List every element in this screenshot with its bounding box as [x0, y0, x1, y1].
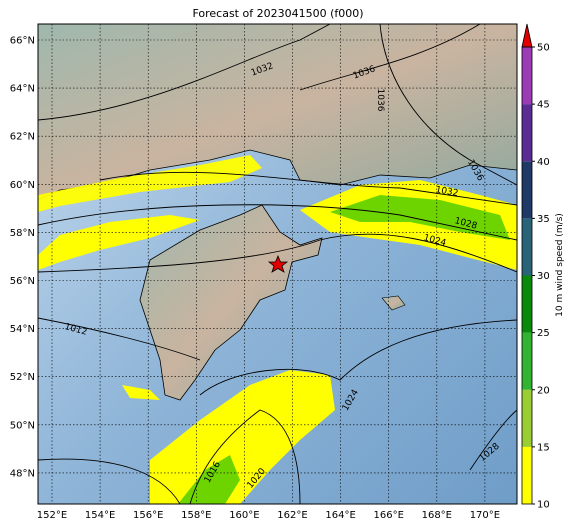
lon-label: 160°E: [229, 510, 259, 521]
graticule: [38, 24, 517, 504]
colorbar-segment: [522, 389, 532, 447]
lat-label: 54°N: [10, 324, 35, 335]
colorbar-tick-label: 45: [537, 100, 550, 111]
lat-label: 50°N: [10, 420, 35, 431]
isobar-label: 1036: [375, 89, 385, 112]
wind-zone: [38, 155, 262, 212]
colorbar-segment: [522, 218, 532, 276]
lon-label: 164°E: [325, 510, 355, 521]
colorbar-segment: [522, 275, 532, 333]
colorbar-label: 10 m wind speed (m/s): [555, 213, 565, 317]
lat-label: 60°N: [10, 180, 35, 191]
lon-label: 152°E: [37, 510, 67, 521]
colorbar-tick-label: 20: [537, 385, 550, 396]
lat-label: 58°N: [10, 228, 35, 239]
lat-label: 66°N: [10, 36, 35, 47]
colorbar-tick-label: 25: [537, 328, 550, 339]
colorbar-tick-label: 10: [537, 500, 550, 511]
location-star: [267, 254, 289, 273]
lat-label: 62°N: [10, 132, 35, 143]
wind-zone: [122, 385, 160, 400]
lon-label: 154°E: [85, 510, 115, 521]
labels: 66°N 64°N 62°N 60°N 58°N 56°N 54°N 52°N 50°N 48°N…: [10, 23, 565, 521]
colorbar-tick-label: 35: [537, 214, 550, 225]
colorbar-segment: [522, 332, 532, 390]
lon-label: 162°E: [277, 510, 307, 521]
kamchatka: [139, 204, 323, 401]
lon-label: 168°E: [422, 510, 452, 521]
wind-zone: [38, 215, 200, 270]
colorbar-tick-label: 30: [537, 271, 550, 282]
isobars: [38, 24, 517, 504]
map-frame: [37, 23, 518, 505]
wind-zone: [178, 455, 240, 504]
colorbar-extend: [521, 23, 533, 48]
colorbar-segment: [522, 161, 532, 219]
lon-label: 170°E: [470, 510, 500, 521]
lon-label: 158°E: [181, 510, 211, 521]
lat-label: 64°N: [10, 84, 35, 95]
lon-label: 156°E: [133, 510, 163, 521]
colorbar-tick-label: 40: [537, 157, 550, 168]
isobar-label: 1032: [435, 185, 459, 199]
lat-label: 48°N: [10, 468, 35, 479]
colorbar-tick-label: 15: [537, 442, 550, 453]
wind-zone: [300, 180, 517, 270]
map: [38, 24, 517, 504]
colorbar-segment: [522, 47, 532, 105]
colorbar-tick-label: 50: [537, 43, 550, 54]
lat-label: 52°N: [10, 372, 35, 383]
island: [381, 295, 406, 311]
wind-zone: [150, 370, 335, 504]
lon-label: 166°E: [373, 510, 403, 521]
lat-label: 56°N: [10, 276, 35, 287]
colorbar-segment: [522, 446, 532, 504]
colorbar-segment: [522, 104, 532, 162]
title: Forecast of 2023041500 (f000): [192, 7, 363, 20]
